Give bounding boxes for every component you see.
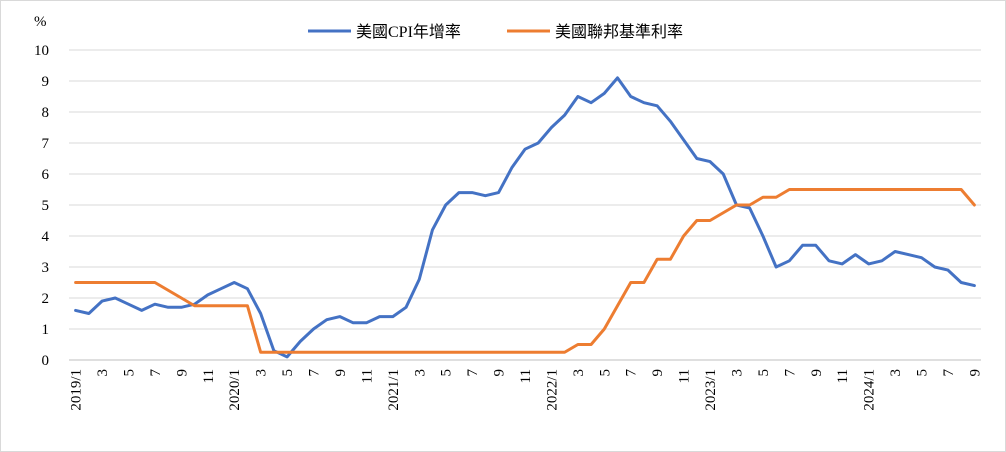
x-tick-label: 5 <box>121 369 137 377</box>
x-axis-ticks: 2019/1 3 5 7 9 11 2020/1 3 5 7 9 11 2021/1 3 5 7 9 11 2022… <box>69 369 984 411</box>
y-tick-label: 7 <box>42 136 50 152</box>
x-tick-label: 11 <box>835 369 851 383</box>
x-tick-label: 9 <box>333 369 349 377</box>
y-tick-label: 10 <box>34 43 49 59</box>
x-tick-label: 7 <box>624 369 640 377</box>
series-line <box>74 76 976 359</box>
y-tick-label: 4 <box>42 229 50 245</box>
x-tick-label: 3 <box>95 369 111 377</box>
series-line <box>74 188 976 354</box>
x-tick-label: 5 <box>597 369 613 377</box>
x-tick-label: 7 <box>782 369 798 377</box>
x-tick-label: 11 <box>201 369 217 383</box>
x-tick-label: 5 <box>280 369 296 377</box>
y-axis-unit-label: % <box>34 14 47 30</box>
x-tick-label: 2023/1 <box>703 369 719 411</box>
legend: 美國CPI年增率 美國聯邦基準利率 <box>308 23 683 41</box>
x-tick-label: 5 <box>756 369 772 377</box>
x-tick-label: 2022/1 <box>544 369 560 411</box>
y-tick-label: 1 <box>42 322 50 338</box>
x-tick-label: 7 <box>148 369 164 377</box>
x-tick-label: 11 <box>359 369 375 383</box>
x-tick-label: 2024/1 <box>862 369 878 411</box>
x-tick-label: 9 <box>967 369 983 377</box>
x-tick-label: 3 <box>888 369 904 377</box>
x-tick-label: 9 <box>809 369 825 377</box>
y-tick-label: 0 <box>42 353 50 369</box>
y-tick-label: 8 <box>42 105 50 121</box>
legend-label: 美國聯邦基準利率 <box>555 23 683 41</box>
y-tick-label: 6 <box>42 167 50 183</box>
x-tick-label: 9 <box>492 369 508 377</box>
gridlines <box>69 49 981 361</box>
x-tick-label: 11 <box>677 369 693 383</box>
x-tick-label: 7 <box>307 369 323 377</box>
x-tick-label: 7 <box>941 369 957 377</box>
x-tick-label: 7 <box>465 369 481 377</box>
y-tick-label: 9 <box>42 74 50 90</box>
x-tick-label: 9 <box>174 369 190 377</box>
y-tick-label: 5 <box>42 198 50 214</box>
x-tick-label: 2019/1 <box>69 369 85 411</box>
x-tick-label: 5 <box>439 369 455 377</box>
y-tick-label: 2 <box>42 291 50 307</box>
y-tick-label: 3 <box>42 260 50 276</box>
x-tick-label: 3 <box>729 369 745 377</box>
x-tick-label: 2021/1 <box>386 369 402 411</box>
x-tick-label: 11 <box>518 369 534 383</box>
x-tick-label: 9 <box>650 369 666 377</box>
x-tick-label: 3 <box>254 369 270 377</box>
legend-label: 美國CPI年增率 <box>356 23 461 41</box>
series-lines <box>74 76 976 359</box>
x-tick-label: 5 <box>915 369 931 377</box>
x-tick-label: 3 <box>571 369 587 377</box>
y-axis-ticks: 0 1 2 3 4 5 6 7 8 9 10 <box>34 43 50 369</box>
x-tick-label: 3 <box>412 369 428 377</box>
x-tick-label: 2020/1 <box>227 369 243 411</box>
